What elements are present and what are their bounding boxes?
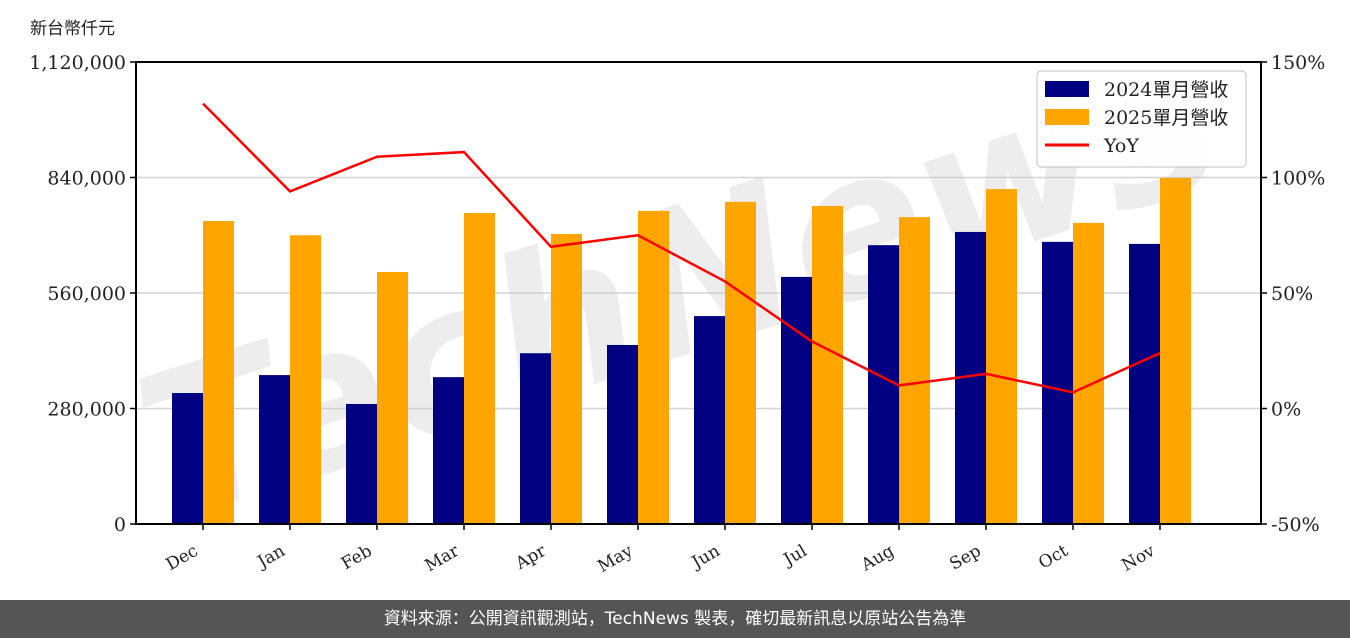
y2-tick-label: 100% bbox=[1271, 168, 1325, 190]
legend-swatch-0 bbox=[1045, 81, 1089, 97]
bar-2025 bbox=[464, 212, 495, 524]
source-footer: 資料來源：公開資訊觀測站，TechNews 製表，確切最新訊息以原站公告為準 bbox=[0, 600, 1350, 638]
y-tick-label: 280,000 bbox=[47, 399, 126, 421]
y-axis-unit-label: 新台幣仟元 bbox=[30, 19, 115, 39]
bar-2025 bbox=[290, 235, 321, 524]
bar-2025 bbox=[377, 271, 408, 524]
bar-2025 bbox=[725, 201, 756, 524]
x-tick-label: Jan bbox=[253, 541, 289, 573]
legend-label: 2025單月營收 bbox=[1104, 107, 1228, 129]
bar-2025 bbox=[1160, 177, 1191, 524]
bar-2024 bbox=[868, 245, 899, 524]
y-tick-label: 1,120,000 bbox=[29, 52, 126, 74]
y2-tick-label: 50% bbox=[1271, 283, 1313, 305]
legend-box bbox=[1036, 70, 1247, 168]
y2-tick-label: -50% bbox=[1271, 514, 1320, 536]
x-tick-label: Sep bbox=[946, 541, 984, 575]
bar-2024 bbox=[1042, 241, 1073, 524]
bar-2025 bbox=[1073, 222, 1104, 524]
legend-label: YoY bbox=[1103, 135, 1139, 157]
bar-2024 bbox=[781, 276, 812, 524]
x-tick-label: Apr bbox=[512, 541, 551, 575]
bar-2025 bbox=[986, 189, 1017, 525]
x-tick-label: Feb bbox=[338, 541, 376, 574]
bar-2024 bbox=[172, 393, 203, 524]
x-tick-label: Jun bbox=[687, 541, 724, 574]
bar-2024 bbox=[1129, 243, 1160, 524]
bar-2025 bbox=[812, 205, 843, 524]
legend-label: 2024單月營收 bbox=[1104, 79, 1228, 101]
x-tick-label: Oct bbox=[1035, 541, 1071, 574]
bar-2024 bbox=[346, 403, 377, 524]
legend-swatch-1 bbox=[1045, 109, 1089, 125]
x-tick-label: Nov bbox=[1118, 541, 1158, 576]
y2-tick-label: 0% bbox=[1271, 399, 1301, 421]
bar-2024 bbox=[694, 316, 725, 524]
x-tick-label: May bbox=[594, 541, 637, 577]
x-tick-label: Mar bbox=[422, 541, 464, 577]
bar-2024 bbox=[607, 344, 638, 524]
x-tick-label: Aug bbox=[857, 541, 898, 576]
bar-2025 bbox=[203, 221, 234, 525]
bar-2025 bbox=[638, 210, 669, 524]
bar-2024 bbox=[520, 353, 551, 524]
y2-tick-label: 150% bbox=[1271, 52, 1325, 74]
y-tick-label: 0 bbox=[114, 514, 126, 536]
bar-2025 bbox=[551, 234, 582, 524]
bar-2024 bbox=[259, 375, 290, 524]
bar-2025 bbox=[899, 217, 930, 524]
y-tick-label: 840,000 bbox=[47, 168, 126, 190]
bar-2024 bbox=[433, 377, 464, 524]
yoy-line bbox=[202, 102, 1161, 394]
x-tick-label: Jul bbox=[779, 541, 811, 571]
y-tick-label: 560,000 bbox=[47, 283, 126, 305]
